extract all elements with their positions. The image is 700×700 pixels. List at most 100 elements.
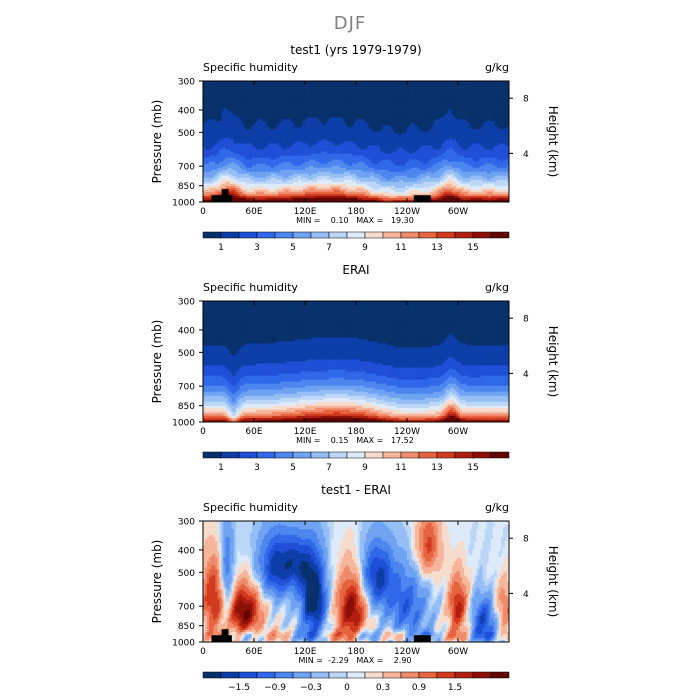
colorbar-swatch [256,671,276,679]
height-tick-label: 8 [523,535,529,545]
min-max-label: MIN = 0.15 MAX = 17.52 [296,436,414,445]
x-tick-label: 180 [347,647,364,657]
colorbar: 1 3 5 7 9 11 13 15 [202,451,510,473]
colorbar-swatch [274,671,294,679]
colorbar-swatch [400,451,420,459]
x-tick-label: 60E [245,647,262,657]
y-tick-label: 500 [178,569,195,579]
colorbar-swatch [382,231,402,239]
y-tick-label: 850 [178,182,195,192]
x-tick-label: 120W [394,207,420,217]
colorbar-label: 15 [467,463,478,473]
units-label: g/kg [485,281,509,294]
x-tick-label: 120E [294,207,317,217]
chart-title: ERAI [342,263,369,277]
topography-mask [221,629,229,642]
colorbar-swatch [472,231,492,239]
variable-label: Specific humidity [203,61,298,74]
y-tick-label: 400 [178,546,195,556]
colorbar-swatch [490,451,510,459]
colorbar-swatch [346,451,366,459]
y-axis-label: Pressure (mb) [150,100,164,184]
colorbar-swatch [436,231,456,239]
height-tick-label: 8 [523,95,529,105]
colorbar-swatch [202,231,222,239]
colorbar-label: 15 [467,243,478,253]
height-tick-label: 4 [523,370,529,380]
colorbar-swatch [346,671,366,679]
chart-title: test1 - ERAI [321,483,391,497]
field-cells [203,521,510,643]
y-tick-label: 850 [178,402,195,412]
y-tick-label: 300 [178,78,195,88]
colorbar-swatch [328,231,348,239]
y-tick-label: 400 [178,326,195,336]
colorbar-label: 0.9 [412,683,427,693]
y-tick-label: 700 [178,163,195,173]
colorbar-label: 7 [326,463,332,473]
colorbar-label: 9 [362,463,368,473]
figure-title: DJF [334,13,367,34]
colorbar-swatch [238,231,258,239]
colorbar-swatch [238,451,258,459]
colorbar-swatch [292,671,312,679]
colorbar-swatch [382,451,402,459]
colorbar-swatch [364,231,384,239]
colorbar-swatch [490,671,510,679]
colorbar-swatch [292,231,312,239]
colorbar-swatch [310,671,330,679]
y-axis-label: Pressure (mb) [150,540,164,624]
y-tick-label: 300 [178,518,195,528]
colorbar-swatch [274,451,294,459]
min-max-label: MIN = -2.29 MAX = 2.90 [299,656,412,665]
y-tick-label: 500 [178,129,195,139]
colorbar-label: 1 [218,243,224,253]
colorbar-label: 1.5 [448,683,462,693]
y-tick-label: 300 [178,298,195,308]
colorbar: 1 3 5 7 9 11 13 15 [202,231,510,253]
colorbar-swatch [454,451,474,459]
chart-title: test1 (yrs 1979-1979) [290,43,421,57]
colorbar-label: 7 [326,243,332,253]
y-tick-label: 400 [178,106,195,116]
colorbar-swatch [220,451,240,459]
y-tick-label: 1000 [172,199,195,209]
colorbar-swatch [454,231,474,239]
colorbar-swatch [346,231,366,239]
colorbar-swatch [454,671,474,679]
x-tick-label: 60E [245,427,262,437]
chart-panel: test1 (yrs 1979-1979) Specific humidity g/… [150,43,560,253]
chart-panel: test1 - ERAI Specific humidity g/kg 0 60E 120… [150,483,560,693]
colorbar-swatch [238,671,258,679]
colorbar-swatch [310,231,330,239]
x-tick-label: 0 [200,647,206,657]
y-tick-label: 1000 [172,639,195,649]
colorbar-swatch [418,231,438,239]
variable-label: Specific humidity [203,281,298,294]
colorbar-swatch [310,451,330,459]
x-tick-label: 60W [448,207,468,217]
colorbar-label: 11 [395,463,406,473]
colorbar-swatch [220,671,240,679]
colorbar-swatch [256,451,276,459]
x-tick-label: 120W [394,647,420,657]
x-tick-label: 60W [448,427,468,437]
chart-panel: ERAI Specific humidity g/kg 0 60E 120E 180 120W… [150,263,560,473]
height-tick-label: 4 [523,150,529,160]
colorbar-swatch [202,451,222,459]
colorbar-swatch [418,451,438,459]
colorbar-label: 0 [344,683,350,693]
x-tick-label: 120W [394,427,420,437]
x-tick-label: 0 [200,207,206,217]
colorbar-label: 3 [254,243,260,253]
colorbar-swatch [382,671,402,679]
field-cells [203,301,510,423]
topography-mask [413,635,431,642]
colorbar-swatch [274,231,294,239]
colorbar-label: −1.5 [228,683,250,693]
colorbar-swatch [472,451,492,459]
x-tick-label: 180 [347,427,364,437]
x-tick-label: 60E [245,207,262,217]
colorbar-swatch [400,231,420,239]
y-tick-label: 700 [178,383,195,393]
